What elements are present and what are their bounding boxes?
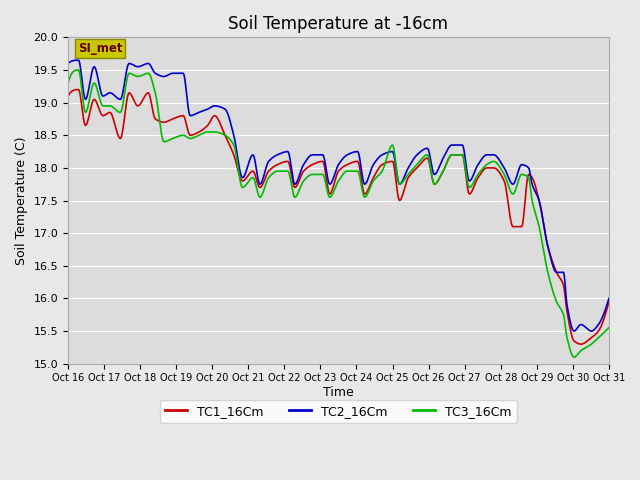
TC1_16Cm xyxy=(393,186,401,192)
TC1_16Cm xyxy=(577,341,585,347)
TC2_16Cm xyxy=(531,187,538,193)
TC3_16Cm xyxy=(410,166,417,171)
TC2_16Cm xyxy=(98,92,106,98)
TC3_16Cm xyxy=(379,167,387,173)
TC2_16Cm xyxy=(74,57,82,63)
TC3_16Cm xyxy=(605,325,612,331)
TC1_16Cm xyxy=(605,299,612,305)
TC1_16Cm xyxy=(379,161,387,167)
Line: TC2_16Cm: TC2_16Cm xyxy=(68,60,609,331)
TC2_16Cm xyxy=(393,172,401,178)
Line: TC3_16Cm: TC3_16Cm xyxy=(68,70,609,357)
TC2_16Cm xyxy=(588,328,595,334)
TC2_16Cm xyxy=(64,60,72,66)
TC1_16Cm xyxy=(475,174,483,180)
TC3_16Cm xyxy=(74,67,82,73)
Legend: TC1_16Cm, TC2_16Cm, TC3_16Cm: TC1_16Cm, TC2_16Cm, TC3_16Cm xyxy=(160,400,517,423)
Title: Soil Temperature at -16cm: Soil Temperature at -16cm xyxy=(228,15,449,33)
TC3_16Cm xyxy=(393,170,401,176)
TC3_16Cm xyxy=(531,207,538,213)
Y-axis label: Soil Temperature (C): Soil Temperature (C) xyxy=(15,136,28,265)
TC1_16Cm xyxy=(98,112,106,118)
TC3_16Cm xyxy=(475,170,483,176)
Line: TC1_16Cm: TC1_16Cm xyxy=(68,90,609,344)
TC2_16Cm xyxy=(379,152,387,157)
TC3_16Cm xyxy=(570,354,578,360)
TC1_16Cm xyxy=(74,87,82,93)
X-axis label: Time: Time xyxy=(323,386,354,399)
TC2_16Cm xyxy=(605,296,612,301)
TC2_16Cm xyxy=(475,160,483,166)
TC1_16Cm xyxy=(64,93,72,99)
TC3_16Cm xyxy=(64,80,72,86)
TC3_16Cm xyxy=(98,102,106,108)
TC1_16Cm xyxy=(531,180,538,186)
Text: SI_met: SI_met xyxy=(78,42,122,55)
TC2_16Cm xyxy=(410,156,417,162)
TC1_16Cm xyxy=(410,168,417,174)
